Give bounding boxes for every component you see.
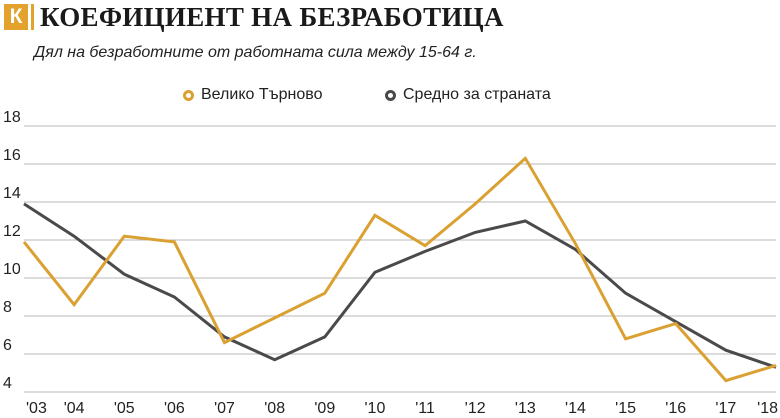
y-tick-label: 12 bbox=[3, 223, 21, 240]
legend-item-country-average: Средно за страната bbox=[385, 86, 551, 104]
legend-label: Велико Търново bbox=[201, 86, 323, 103]
legend-item-veliko-tarnovo: Велико Търново bbox=[183, 86, 322, 104]
y-tick-label: 10 bbox=[3, 261, 21, 278]
legend-marker-icon bbox=[183, 89, 194, 101]
series-line-veliko-tarnovo bbox=[22, 155, 777, 383]
y-tick-label: 14 bbox=[3, 185, 21, 202]
chart-title: КОЕФИЦИЕНТ НА БЕЗРАБОТИЦА bbox=[40, 2, 504, 32]
x-tick-label: '06 bbox=[164, 400, 185, 417]
x-tick-label: '14 bbox=[565, 400, 586, 417]
y-tick-label: 6 bbox=[3, 337, 12, 354]
x-tick-label: '07 bbox=[214, 400, 235, 417]
x-tick-label: '03 bbox=[26, 400, 47, 417]
x-tick-label: '05 bbox=[114, 400, 135, 417]
series-line-country-average bbox=[23, 202, 777, 369]
x-tick-label: '17 bbox=[715, 400, 736, 417]
x-tick-label: '15 bbox=[615, 400, 636, 417]
brand-logo: К bbox=[4, 4, 28, 30]
x-tick-label: '08 bbox=[264, 400, 285, 417]
x-tick-label: '18 bbox=[757, 400, 778, 417]
legend-marker-icon bbox=[385, 89, 396, 101]
y-tick-label: 18 bbox=[3, 109, 21, 126]
brand-separator bbox=[31, 4, 34, 30]
x-tick-label: '04 bbox=[64, 400, 85, 417]
y-tick-label: 16 bbox=[3, 147, 21, 164]
y-tick-label: 4 bbox=[3, 375, 12, 392]
x-tick-label: '10 bbox=[365, 400, 386, 417]
x-tick-label: '11 bbox=[415, 400, 435, 417]
y-tick-label: 8 bbox=[3, 299, 12, 316]
legend-label: Средно за страната bbox=[403, 86, 551, 103]
x-tick-label: '13 bbox=[515, 400, 536, 417]
x-tick-label: '16 bbox=[665, 400, 686, 417]
x-tick-label: '12 bbox=[465, 400, 486, 417]
x-tick-label: '09 bbox=[314, 400, 335, 417]
chart-subtitle: Дял на безработните от работната сила ме… bbox=[34, 44, 477, 61]
